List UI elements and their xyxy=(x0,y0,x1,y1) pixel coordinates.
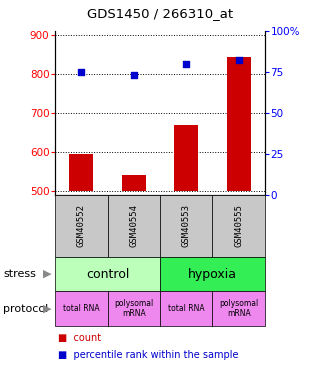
Text: polysomal
mRNA: polysomal mRNA xyxy=(114,299,153,318)
Text: stress: stress xyxy=(3,269,36,279)
Bar xyxy=(69,154,93,191)
Text: GSM40553: GSM40553 xyxy=(182,204,191,248)
Text: GSM40555: GSM40555 xyxy=(234,204,243,248)
Text: total RNA: total RNA xyxy=(168,304,204,313)
Bar xyxy=(174,125,198,191)
Text: ■  count: ■ count xyxy=(58,333,101,343)
Text: protocol: protocol xyxy=(3,304,48,313)
Text: ■  percentile rank within the sample: ■ percentile rank within the sample xyxy=(58,350,239,360)
Text: GDS1450 / 266310_at: GDS1450 / 266310_at xyxy=(87,7,233,20)
Text: polysomal
mRNA: polysomal mRNA xyxy=(219,299,258,318)
Text: ▶: ▶ xyxy=(43,304,52,313)
Point xyxy=(236,57,241,63)
Text: ▶: ▶ xyxy=(43,269,52,279)
Text: hypoxia: hypoxia xyxy=(188,268,237,280)
Point xyxy=(131,72,136,78)
Text: GSM40552: GSM40552 xyxy=(77,204,86,248)
Text: GSM40554: GSM40554 xyxy=(129,204,138,248)
Bar xyxy=(227,57,251,191)
Point xyxy=(184,61,189,67)
Text: control: control xyxy=(86,268,129,280)
Text: total RNA: total RNA xyxy=(63,304,100,313)
Point xyxy=(79,69,84,75)
Bar xyxy=(122,175,146,191)
